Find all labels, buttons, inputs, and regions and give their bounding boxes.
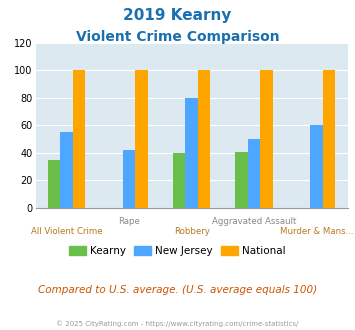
Bar xyxy=(261,70,273,208)
Bar xyxy=(73,70,86,208)
Bar xyxy=(323,70,335,208)
Bar xyxy=(123,150,136,208)
Text: Compared to U.S. average. (U.S. average equals 100): Compared to U.S. average. (U.S. average … xyxy=(38,285,317,295)
Bar xyxy=(248,139,261,208)
Bar xyxy=(235,151,248,208)
Text: Robbery: Robbery xyxy=(174,227,210,236)
Text: All Violent Crime: All Violent Crime xyxy=(31,227,103,236)
Bar xyxy=(185,98,198,208)
Bar xyxy=(136,70,148,208)
Text: Rape: Rape xyxy=(118,217,140,226)
Bar xyxy=(173,153,185,208)
Text: 2019 Kearny: 2019 Kearny xyxy=(123,8,232,23)
Bar xyxy=(60,132,73,208)
Text: Murder & Mans...: Murder & Mans... xyxy=(280,227,354,236)
Text: Aggravated Assault: Aggravated Assault xyxy=(212,217,296,226)
Bar xyxy=(310,125,323,208)
Bar xyxy=(198,70,211,208)
Text: © 2025 CityRating.com - https://www.cityrating.com/crime-statistics/: © 2025 CityRating.com - https://www.city… xyxy=(56,320,299,327)
Legend: Kearny, New Jersey, National: Kearny, New Jersey, National xyxy=(65,242,290,260)
Text: Violent Crime Comparison: Violent Crime Comparison xyxy=(76,30,279,44)
Bar xyxy=(48,160,60,208)
